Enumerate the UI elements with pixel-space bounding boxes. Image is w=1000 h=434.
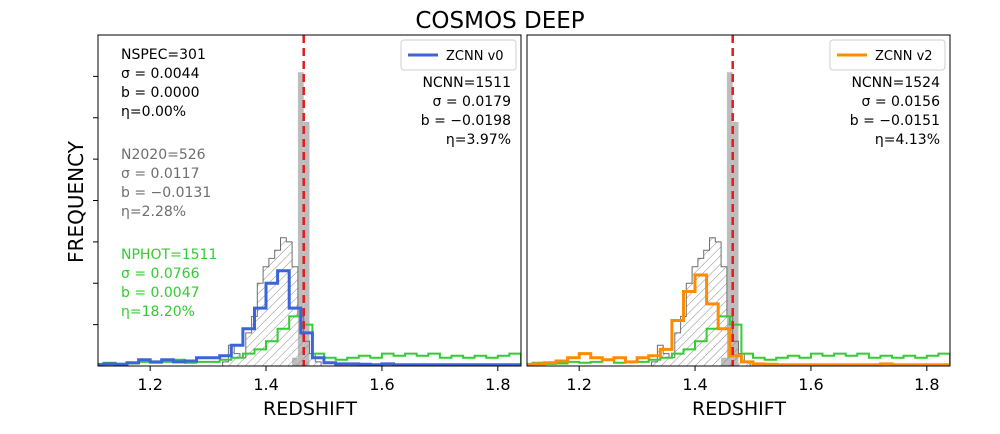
stat-cnn-line: NCNN=1524 — [851, 75, 940, 91]
legend-box — [829, 39, 946, 71]
stat-n2020-line: η=2.28% — [121, 204, 186, 220]
bar-nspec — [303, 121, 310, 366]
stat-n2020-line: N2020=526 — [121, 147, 206, 163]
legend-label: ZCNN v2 — [875, 49, 933, 64]
stat-cnn-line: b = −0.0198 — [421, 113, 511, 129]
bar-nspec — [726, 72, 733, 366]
stat-nphot-line: σ = 0.0766 — [121, 266, 200, 282]
figure-title: COSMOS DEEP — [415, 8, 584, 34]
axes-frame — [526, 34, 951, 367]
stat-cnn-line: σ = 0.0179 — [433, 94, 512, 110]
legend-label: ZCNN v0 — [446, 49, 504, 64]
x-axis-label-right: REDSHIFT — [692, 398, 786, 420]
x-tick-label: 1.2 — [137, 375, 162, 394]
x-tick-label: 1.8 — [914, 375, 939, 394]
stat-cnn-line: η=3.97% — [446, 132, 511, 148]
bar-nspec — [297, 72, 304, 366]
series-nphot-line — [527, 315, 950, 366]
stat-cnn-line: η=4.13% — [875, 132, 940, 148]
x-tick-label: 1.2 — [566, 375, 591, 394]
stat-spec-line: σ = 0.0044 — [121, 66, 200, 82]
series-zcnn-v0-line — [98, 269, 521, 366]
plot-area — [527, 35, 950, 366]
y-axis-label: FREQUENCY — [64, 140, 88, 263]
legend: ZCNN v2 — [829, 39, 946, 71]
x-tick-label: 1.6 — [369, 375, 394, 394]
panel-right: 1.2 1.4 1.6 1.8 ZCNN v2 NCNN=1524 σ = 0.0156 b … — [526, 34, 951, 394]
stat-cnn-line: b = −0.0151 — [850, 113, 940, 129]
series-zcnn-v2-line — [527, 273, 950, 366]
stat-cnn-line: σ = 0.0156 — [862, 94, 941, 110]
stat-n2020-line: σ = 0.0117 — [121, 166, 200, 182]
stat-spec-line: η=0.00% — [121, 104, 186, 120]
x-tick-label: 1.4 — [682, 375, 707, 394]
stat-nphot-line: NPHOT=1511 — [121, 247, 217, 263]
x-tick-label: 1.8 — [485, 375, 510, 394]
x-axis-label-left: REDSHIFT — [263, 398, 357, 420]
stat-cnn-line: NCNN=1511 — [422, 75, 511, 91]
legend: ZCNN v0 — [400, 39, 517, 71]
plot-area — [98, 35, 521, 366]
stat-nphot-line: η=18.20% — [121, 304, 195, 320]
legend-box — [400, 39, 517, 71]
stat-spec-line: NSPEC=301 — [121, 47, 206, 63]
stat-spec-line: b = 0.0000 — [121, 85, 200, 101]
stat-n2020-line: b = −0.0131 — [121, 185, 211, 201]
x-tick-label: 1.6 — [798, 375, 823, 394]
stat-nphot-line: b = 0.0047 — [121, 285, 200, 301]
bar-nspec — [732, 121, 739, 366]
panel-left: 1.2 1.4 1.6 1.8 ZCNN v0 NCNN=1511 σ = 0.0179 b … — [93, 34, 522, 394]
x-tick-label: 1.4 — [253, 375, 278, 394]
